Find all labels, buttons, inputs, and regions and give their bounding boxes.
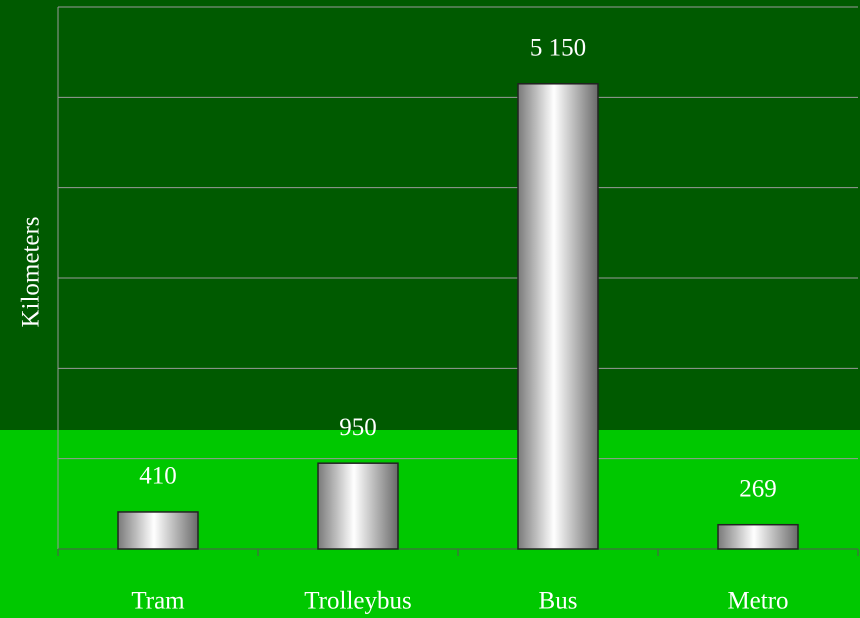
value-label: 410 (139, 463, 177, 490)
x-tick-label: Tram (131, 588, 185, 615)
bar (317, 462, 399, 550)
value-label: 950 (339, 414, 377, 441)
y-axis-label: Kilometers (18, 216, 45, 327)
value-label: 5 150 (530, 35, 586, 62)
x-tick-label: Trolleybus (304, 588, 411, 615)
bar (717, 523, 799, 550)
bar (117, 511, 199, 550)
x-tick-label: Metro (727, 588, 788, 615)
bar (517, 83, 599, 550)
value-label: 269 (739, 475, 777, 502)
background-top (0, 0, 860, 430)
x-tick-label: Bus (539, 588, 578, 615)
